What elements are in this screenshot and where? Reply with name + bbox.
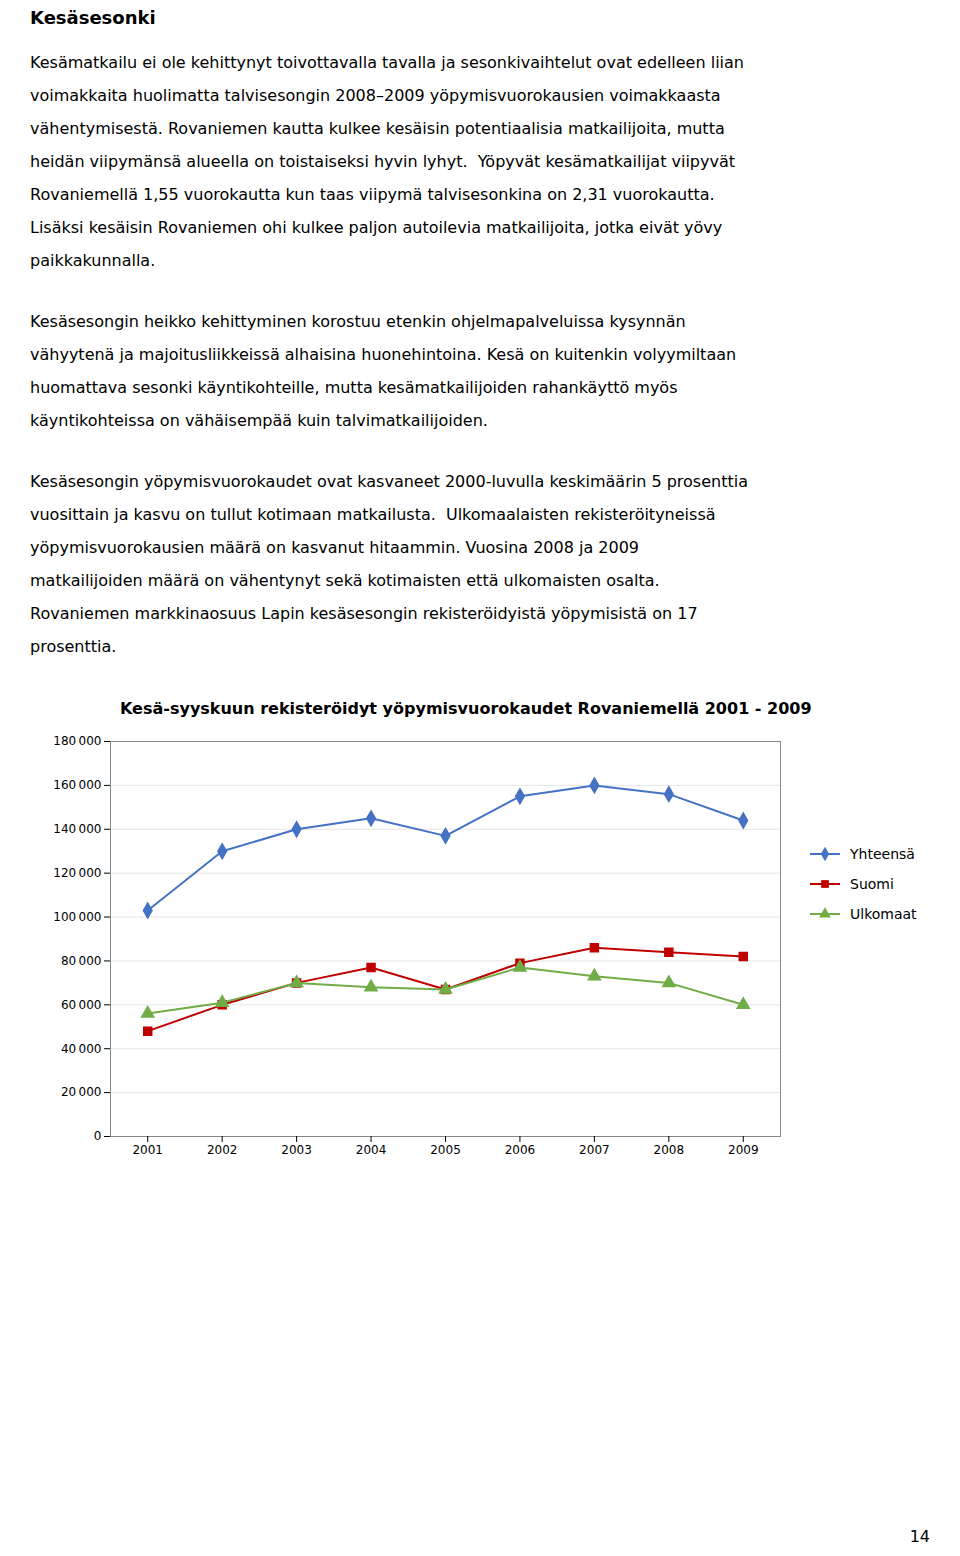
- html-text:voimakkaita huolimatta talvise: voimakkaita huolimatta talvisesongin 200…: [30, 86, 721, 105]
- html-text:Kesämatkailu ei ole kehittynyt: Kesämatkailu ei ole kehittynyt toivottav…: [30, 53, 744, 72]
- html-text:vuosittain ja kasvu on tullut: vuosittain ja kasvu on tullut kotimaan m…: [30, 505, 716, 524]
- html-text:heidän viipymänsä alueella on: heidän viipymänsä alueella on toistaisek…: [30, 152, 735, 171]
- svg-text:2003: 2003: [281, 1143, 312, 1157]
- svg-text:140 000: 140 000: [53, 822, 101, 836]
- svg-text:2006: 2006: [505, 1143, 536, 1157]
- html-text:Suomi: Suomi: [850, 876, 894, 892]
- html-text:Kesäsesongin heikko kehittymin: Kesäsesongin heikko kehittyminen korostu…: [30, 312, 686, 331]
- svg-text:180 000: 180 000: [53, 734, 101, 748]
- html-text:14: 14: [909, 1527, 930, 1546]
- svg-text:2007: 2007: [579, 1143, 610, 1157]
- html-text:Kesäsesonki: Kesäsesonki: [30, 7, 156, 28]
- html-text:Yhteensä: Yhteensä: [850, 846, 915, 862]
- html-text:paikkakunnalla.: paikkakunnalla.: [30, 251, 156, 270]
- html-text:huomattava sesonki käyntikohte: huomattava sesonki käyntikohteille, mutt…: [30, 378, 678, 397]
- svg-text:20 000: 20 000: [61, 1085, 102, 1099]
- html-text:Rovaniemen markkinaosuus Lapin: Rovaniemen markkinaosuus Lapin kesäseson…: [30, 604, 698, 623]
- svg-text:2009: 2009: [728, 1143, 759, 1157]
- svg-text:2005: 2005: [430, 1143, 461, 1157]
- html-text:Ulkomaat: Ulkomaat: [850, 906, 917, 922]
- html-text:käyntikohteissa on vähäisempää: käyntikohteissa on vähäisempää kuin talv…: [30, 411, 488, 430]
- svg-text:80 000: 80 000: [61, 954, 102, 968]
- svg-text:40 000: 40 000: [61, 1042, 102, 1056]
- svg-text:120 000: 120 000: [53, 866, 101, 880]
- html-text:matkailijoiden määrä on vähent: matkailijoiden määrä on vähentynyt sekä …: [30, 571, 660, 590]
- svg-text:160 000: 160 000: [53, 778, 101, 792]
- svg-text:2008: 2008: [654, 1143, 685, 1157]
- svg-text:100 000: 100 000: [53, 910, 101, 924]
- html-text:Kesä-syyskuun rekisteröidyt yö: Kesä-syyskuun rekisteröidyt yöpymisvuoro…: [120, 699, 812, 718]
- html-text:vähentymisestä. Rovaniemen kau: vähentymisestä. Rovaniemen kautta kulkee…: [30, 119, 725, 138]
- html-text:vähyytenä ja majoitusliikkeiss: vähyytenä ja majoitusliikkeissä alhaisin…: [30, 345, 737, 364]
- html-text:Lisäksi kesäisin Rovaniemen oh: Lisäksi kesäisin Rovaniemen ohi kulkee p…: [30, 218, 723, 237]
- svg-text:60 000: 60 000: [61, 998, 102, 1012]
- svg-text:2001: 2001: [132, 1143, 163, 1157]
- html-text:Kesäsesongin yöpymisvuorokaude: Kesäsesongin yöpymisvuorokaudet ovat kas…: [30, 472, 748, 491]
- html-text:yöpymisvuorokausien määrä on k: yöpymisvuorokausien määrä on kasvanut hi…: [30, 538, 639, 557]
- svg-text:2002: 2002: [207, 1143, 238, 1157]
- html-text:prosenttia.: prosenttia.: [30, 637, 117, 656]
- html-text:Rovaniemellä 1,55 vuorokautta: Rovaniemellä 1,55 vuorokautta kun taas v…: [30, 185, 715, 204]
- svg-text:2004: 2004: [356, 1143, 387, 1157]
- svg-text:0: 0: [94, 1129, 102, 1143]
